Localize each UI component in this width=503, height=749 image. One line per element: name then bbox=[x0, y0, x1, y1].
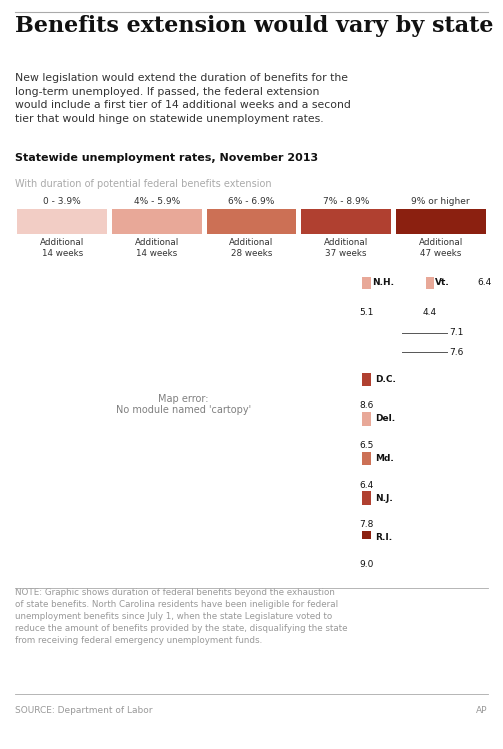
Bar bbox=[362, 277, 371, 289]
Text: Del.: Del. bbox=[375, 414, 395, 423]
Text: 9.0: 9.0 bbox=[360, 560, 374, 568]
Text: N.J.: N.J. bbox=[375, 494, 392, 503]
Bar bbox=[396, 209, 485, 234]
Text: Map error:
No module named 'cartopy': Map error: No module named 'cartopy' bbox=[116, 394, 251, 415]
Bar bbox=[362, 412, 371, 426]
Text: Md.: Md. bbox=[375, 454, 393, 463]
Text: 8.6: 8.6 bbox=[360, 401, 374, 410]
Bar bbox=[301, 209, 391, 234]
Text: Benefits extension would vary by state: Benefits extension would vary by state bbox=[15, 15, 493, 37]
Bar bbox=[426, 277, 435, 289]
Text: 6% - 6.9%: 6% - 6.9% bbox=[228, 197, 275, 206]
Text: D.C.: D.C. bbox=[375, 374, 396, 383]
Text: 7.6: 7.6 bbox=[450, 348, 464, 357]
Text: 4.4: 4.4 bbox=[423, 309, 437, 318]
Text: 5.1: 5.1 bbox=[360, 309, 374, 318]
Text: 6.5: 6.5 bbox=[360, 441, 374, 450]
Text: Additional
28 weeks: Additional 28 weeks bbox=[229, 238, 274, 258]
Text: 7.1: 7.1 bbox=[450, 328, 464, 337]
Bar bbox=[207, 209, 296, 234]
Text: 4% - 5.9%: 4% - 5.9% bbox=[134, 197, 180, 206]
Text: SOURCE: Department of Labor: SOURCE: Department of Labor bbox=[15, 706, 152, 715]
Text: Additional
14 weeks: Additional 14 weeks bbox=[40, 238, 85, 258]
Text: Additional
14 weeks: Additional 14 weeks bbox=[135, 238, 179, 258]
Text: Additional
37 weeks: Additional 37 weeks bbox=[324, 238, 368, 258]
Bar bbox=[18, 209, 107, 234]
Text: 7% - 8.9%: 7% - 8.9% bbox=[323, 197, 369, 206]
Text: 7.8: 7.8 bbox=[360, 520, 374, 529]
Text: With duration of potential federal benefits extension: With duration of potential federal benef… bbox=[15, 180, 272, 189]
Text: 9% or higher: 9% or higher bbox=[411, 197, 470, 206]
Text: 0 - 3.9%: 0 - 3.9% bbox=[43, 197, 81, 206]
Bar bbox=[362, 531, 371, 545]
Text: Additional
47 weeks: Additional 47 weeks bbox=[418, 238, 463, 258]
Text: R.I.: R.I. bbox=[375, 533, 392, 542]
Text: 6.4: 6.4 bbox=[477, 279, 492, 288]
Bar bbox=[362, 491, 371, 505]
Text: Statewide unemployment rates, November 2013: Statewide unemployment rates, November 2… bbox=[15, 153, 318, 163]
Text: New legislation would extend the duration of benefits for the
long-term unemploy: New legislation would extend the duratio… bbox=[15, 73, 351, 124]
Text: Vt.: Vt. bbox=[436, 279, 450, 288]
Text: 6.4: 6.4 bbox=[360, 481, 374, 490]
Bar bbox=[112, 209, 202, 234]
Text: NOTE: Graphic shows duration of federal benefits beyond the exhaustion
of state : NOTE: Graphic shows duration of federal … bbox=[15, 588, 348, 645]
Text: N.H.: N.H. bbox=[372, 279, 394, 288]
Bar bbox=[362, 452, 371, 465]
Bar bbox=[362, 372, 371, 386]
Text: AP: AP bbox=[476, 706, 488, 715]
